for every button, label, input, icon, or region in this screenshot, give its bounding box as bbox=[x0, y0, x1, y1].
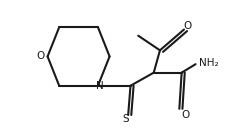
Text: O: O bbox=[184, 22, 192, 32]
Text: O: O bbox=[36, 52, 45, 62]
Text: N: N bbox=[96, 81, 104, 91]
Text: NH₂: NH₂ bbox=[199, 58, 218, 68]
Text: O: O bbox=[181, 110, 190, 120]
Text: S: S bbox=[123, 114, 129, 124]
